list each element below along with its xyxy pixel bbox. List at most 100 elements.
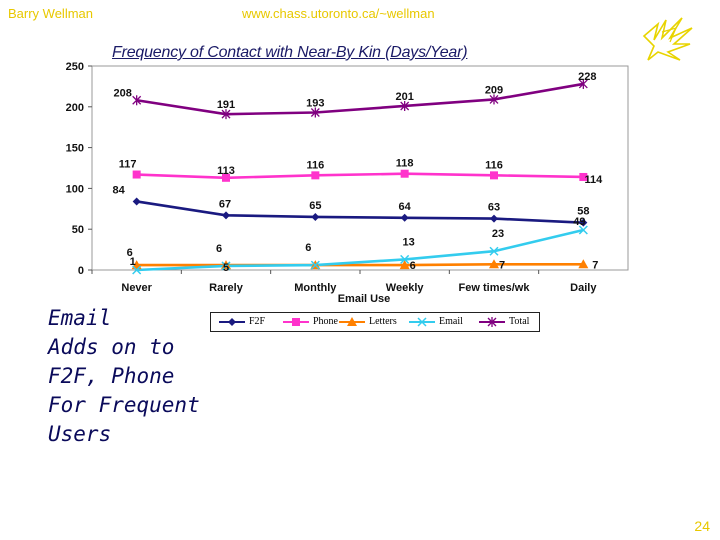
legend-swatch-icon (479, 316, 505, 327)
data-label-phone: 117 (119, 159, 137, 171)
star-sketch-icon (642, 17, 693, 61)
x-tick-label: Monthly (294, 282, 337, 294)
side-caption-line: For Frequent (48, 393, 200, 417)
side-caption-line: Email (48, 306, 112, 330)
y-tick-label: 250 (66, 61, 84, 73)
data-label-f2f: 84 (113, 184, 126, 196)
data-label-phone: 116 (306, 159, 324, 171)
data-label-email: 6 (127, 247, 133, 259)
marker-email (132, 265, 142, 275)
x-tick-label: Weekly (386, 282, 425, 294)
marker-total (310, 107, 320, 118)
marker-f2f (132, 197, 141, 206)
y-tick-label: 100 (66, 183, 84, 195)
marker-phone (222, 173, 230, 182)
marker-phone (400, 169, 409, 178)
data-label-letters: 6 (410, 260, 416, 272)
legend-marker (292, 317, 300, 326)
legend-item-phone: Phone (283, 316, 338, 327)
legend-label: Letters (369, 316, 397, 327)
marker-phone (311, 171, 320, 180)
data-label-email: 13 (403, 236, 415, 248)
legend-item-email: Email (409, 316, 463, 327)
marker-f2f (490, 214, 498, 223)
series-line-f2f (136, 200, 584, 224)
series-line-phone (136, 172, 584, 180)
x-tick-label: Never (121, 282, 152, 294)
data-label-phone: 116 (485, 159, 503, 171)
marker-phone (490, 171, 498, 180)
marker-email (221, 261, 231, 271)
x-axis: Never Rarely Monthly Weekly Few times/wk Dail… (91, 270, 597, 294)
marker-email (489, 246, 499, 256)
legend-label: Total (509, 316, 530, 327)
y-axis: 0 50 100 150 200 250 (66, 61, 92, 277)
legend-swatch-icon (283, 317, 309, 326)
legend-swatch-icon (219, 317, 245, 326)
marker-phone (579, 172, 588, 181)
x-tick-label: Daily (570, 282, 597, 294)
legend-label: F2F (249, 316, 266, 327)
data-label-total: 209 (485, 84, 503, 96)
series-line-email (136, 228, 584, 272)
side-caption-line: Adds on to (48, 335, 175, 359)
x-tick-label: Rarely (209, 282, 244, 294)
series-line-letters (136, 262, 584, 267)
data-label-letters: 5 (223, 262, 229, 274)
legend-item-letters: Letters (339, 316, 397, 327)
data-label-f2f: 65 (309, 200, 321, 212)
data-label-email: 6 (305, 242, 311, 254)
marker-f2f (400, 213, 409, 222)
data-label-f2f: 58 (577, 206, 589, 218)
marker-letters (221, 260, 231, 270)
side-caption-line: Users (48, 422, 112, 446)
data-label-f2f: 63 (488, 202, 500, 214)
legend-item-total: Total (479, 316, 529, 327)
data-label-email: 23 (492, 228, 504, 240)
series-markers (131, 78, 589, 275)
marker-total (578, 78, 588, 89)
y-tick-label: 0 (78, 265, 84, 277)
marker-phone (132, 170, 141, 179)
data-label-email: 49 (573, 216, 585, 228)
marker-total (221, 109, 231, 120)
legend-marker (487, 316, 497, 327)
x-tick-label: Few times/wk (459, 282, 531, 294)
y-tick-label: 50 (72, 224, 84, 236)
legend-swatch-icon (339, 316, 365, 326)
marker-letters (578, 259, 589, 269)
author-name: Barry Wellman (8, 6, 94, 21)
data-label-email: 6 (216, 243, 222, 255)
marker-total (400, 100, 410, 111)
data-label-total: 193 (306, 98, 324, 110)
data-label-f2f: 64 (399, 201, 412, 213)
data-label-phone: 113 (217, 165, 235, 177)
marker-total (132, 95, 142, 106)
marker-f2f (222, 211, 230, 220)
side-caption: Email Adds on to F2F, Phone For Frequent… (48, 304, 200, 449)
legend-marker (347, 316, 357, 326)
data-label-f2f: 67 (219, 198, 231, 210)
data-label-letters: 7 (592, 259, 598, 271)
legend-item-f2f: F2F (219, 316, 265, 327)
marker-email (400, 254, 410, 264)
legend-marker (417, 316, 427, 327)
chart-title: Frequency of Contact with Near-By Kin (D… (112, 44, 468, 61)
marker-email (310, 260, 320, 270)
legend-marker (228, 317, 236, 326)
marker-f2f (579, 218, 588, 227)
marker-f2f (311, 212, 320, 221)
data-label-letters: 1 (130, 256, 136, 268)
page-number: 24 (694, 518, 710, 534)
data-label-total: 191 (217, 99, 235, 111)
header-url: www.chass.utoronto.ca/~wellman (242, 6, 435, 21)
marker-total (489, 94, 499, 105)
data-label-total: 201 (395, 91, 413, 103)
data-label-phone: 114 (584, 174, 603, 186)
legend-label: Phone (313, 316, 338, 327)
series-lines (136, 82, 584, 272)
data-label-phone: 118 (396, 158, 414, 170)
x-axis-label: Email Use (338, 293, 391, 305)
